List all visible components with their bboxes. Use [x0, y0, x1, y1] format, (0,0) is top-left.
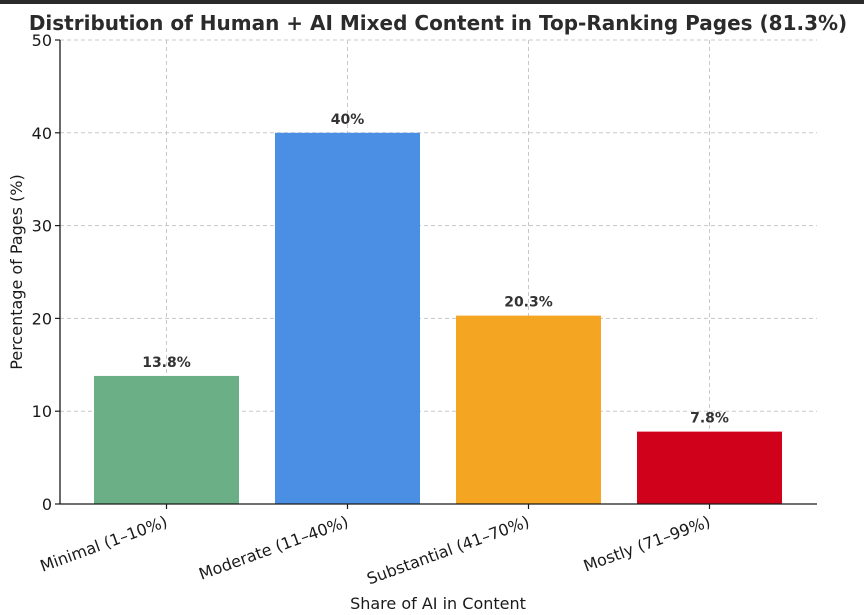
data-labels: 13.8% 40% 20.3% 7.8%: [142, 112, 729, 427]
y-tick-label: 50: [32, 31, 52, 50]
x-tick-label: Minimal (1–10%): [37, 512, 169, 576]
bar-value-label: 13.8%: [142, 355, 191, 371]
bar: [456, 315, 601, 504]
y-tick-label: 20: [32, 309, 52, 328]
y-tick-label: 0: [42, 495, 52, 514]
bars: [94, 132, 782, 505]
bar-value-label: 20.3%: [504, 295, 553, 311]
x-tick-label: Substantial (41–70%): [364, 512, 532, 588]
y-tick-label: 30: [32, 217, 52, 236]
grid: [60, 39, 817, 504]
chart-title: Distribution of Human + AI Mixed Content…: [29, 11, 847, 35]
axes: [59, 40, 817, 505]
bar: [94, 375, 239, 504]
y-tick-label: 10: [32, 402, 52, 421]
x-axis-ticks: Minimal (1–10%) Moderate (11–40%) Substant…: [37, 504, 713, 588]
x-axis-label: Share of AI in Content: [350, 594, 526, 613]
bar: [637, 431, 782, 504]
y-axis-label: Percentage of Pages (%): [7, 174, 26, 369]
bar-value-label: 7.8%: [690, 411, 729, 427]
bar-value-label: 40%: [331, 112, 365, 128]
y-axis-ticks: 0 10 20 30 40 50: [32, 31, 60, 514]
x-tick-label: Moderate (11–40%): [196, 512, 351, 584]
y-tick-label: 40: [32, 124, 52, 143]
bar: [275, 132, 420, 505]
top-border-strip: [0, 0, 864, 4]
x-tick-label: Mostly (71–99%): [581, 512, 713, 576]
